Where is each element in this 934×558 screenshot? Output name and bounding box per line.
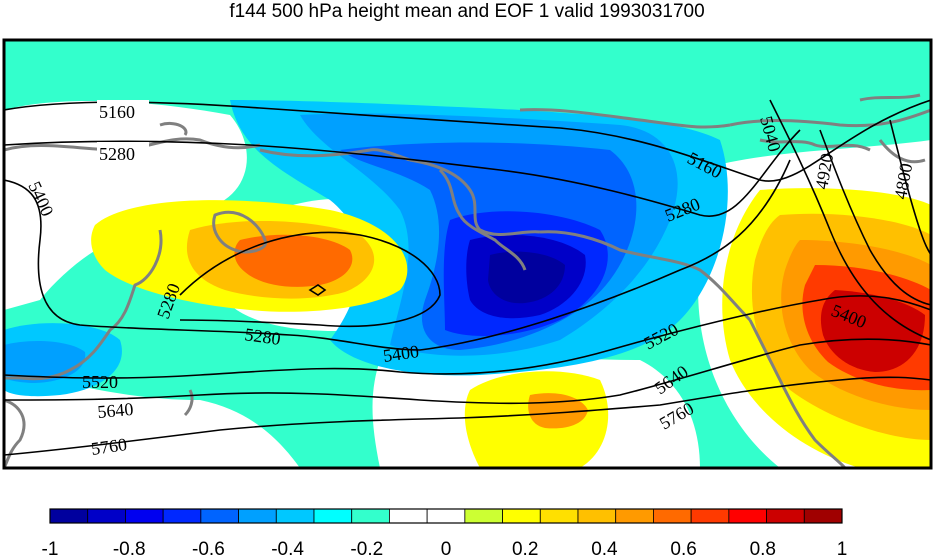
colorbar-swatch	[87, 508, 126, 524]
colorbar-swatch	[766, 508, 805, 524]
colorbar-swatch	[162, 508, 202, 524]
map-title: f144 500 hPa height mean and EOF 1 valid…	[229, 1, 705, 22]
colorbar-tick-label: 0.8	[750, 539, 776, 558]
contour-5520	[4, 295, 931, 379]
colorbar-tick-label: -1	[42, 539, 59, 558]
colorbar-swatch	[615, 508, 654, 524]
coast-island-nw	[159, 121, 188, 136]
colorbar-swatch	[577, 508, 617, 524]
eof-shading: 5160 5280 5400 5280 5280 5400 5520 5640 …	[4, 40, 931, 468]
colorbar-swatch	[275, 508, 315, 524]
coast-islands-arctic	[759, 138, 871, 152]
label-5400-center: 5400	[382, 341, 420, 366]
contour-5280-north	[4, 129, 801, 217]
eof-fill-zero-west	[4, 100, 247, 310]
colorbar-swatch	[653, 508, 692, 524]
colorbar-tick-label: 0.2	[512, 539, 538, 558]
colorbar-swatch	[728, 508, 767, 524]
colorbar-swatch	[125, 508, 164, 524]
coast-alaska-south	[539, 230, 752, 322]
label-5280-center: 5280	[243, 324, 281, 349]
label-bg-5160-west	[97, 100, 149, 122]
label-5160-west: 5160	[99, 102, 135, 122]
contour-5400	[4, 159, 791, 351]
coast-japan	[183, 389, 194, 417]
eof-fill-zero-southwest	[4, 370, 300, 468]
colorbar-swatch	[464, 508, 503, 524]
label-5280-west: 5280	[99, 144, 135, 164]
eof-fill-pos-east-09	[820, 290, 925, 372]
colorbar-swatch	[502, 508, 541, 524]
coast-hudson	[878, 139, 926, 164]
colorbar-tick-label: 0.4	[591, 539, 618, 558]
colorbar-tick-label: 1	[837, 539, 848, 558]
eof-fill-neg-10	[488, 251, 565, 304]
colorbar-tick-label: -0.8	[113, 539, 146, 558]
colorbar-swatch	[200, 508, 239, 524]
coast-kamchatka-peninsula	[212, 210, 268, 254]
contour-5640	[4, 338, 931, 405]
label-5760-west: 5760	[90, 434, 128, 459]
contour-5280-loop	[179, 231, 441, 328]
coast-alaska-peninsula	[438, 168, 527, 271]
colorbar-tick-label: 0	[441, 539, 452, 558]
coast-arctic	[519, 108, 731, 129]
contour-5280-small	[308, 284, 327, 296]
coast-alaska-west	[409, 158, 541, 237]
colorbar-frame	[49, 508, 843, 524]
colorbar-swatch	[389, 508, 428, 524]
contour-4800	[889, 119, 931, 256]
colorbar-tick-label: -0.4	[271, 539, 304, 558]
coast-asia-south	[4, 398, 26, 468]
map-frame	[2, 38, 933, 470]
label-5640-west: 5640	[97, 399, 135, 422]
colorbar-swatch	[49, 508, 89, 524]
coast-siberia	[259, 148, 411, 162]
colorbar-swatch	[803, 508, 843, 524]
colorbar-tick-label: -0.6	[192, 539, 225, 558]
colorbar-swatch	[426, 508, 466, 524]
colorbar-ticks: -1 -0.8 -0.6 -0.4 -0.2 0 0.2 0.4 0.6 0.8 1	[42, 539, 848, 558]
coast-islands-north	[859, 93, 921, 102]
colorbar-swatch	[690, 508, 730, 524]
coast-na-west	[748, 319, 847, 468]
colorbar	[49, 508, 843, 524]
contour-5040	[769, 99, 931, 341]
colorbar-swatch	[238, 508, 277, 524]
colorbar-tick-label: -0.2	[350, 539, 383, 558]
contour-5160	[4, 99, 931, 182]
colorbar-tick-label: 0.6	[670, 539, 696, 558]
colorbar-swatch	[313, 508, 353, 524]
contour-4920	[819, 129, 931, 306]
colorbar-swatch	[351, 508, 390, 524]
label-5520-west: 5520	[82, 372, 118, 392]
contour-5760	[4, 376, 931, 456]
label-bg-5280-west	[97, 142, 149, 164]
coast-canada-north	[729, 108, 931, 128]
colorbar-swatch	[539, 508, 579, 524]
height-contours	[4, 99, 931, 456]
